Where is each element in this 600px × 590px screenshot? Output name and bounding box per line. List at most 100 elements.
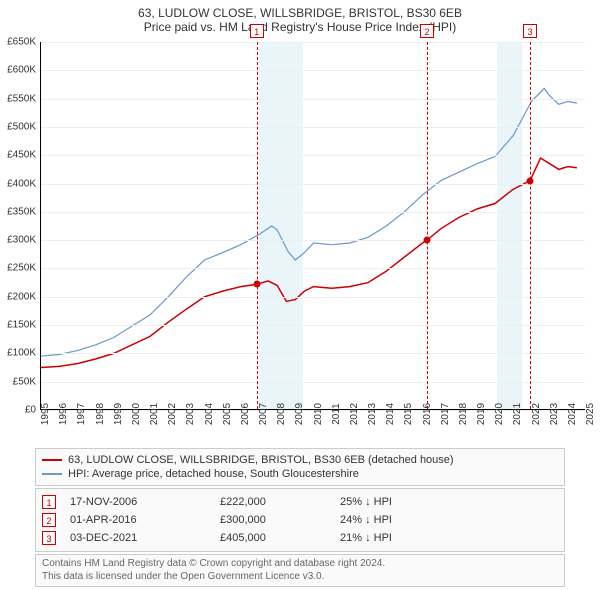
x-axis-label: 2012 <box>349 403 360 425</box>
x-axis-label: 1995 <box>40 403 51 425</box>
sales-marker: 2 <box>42 513 56 527</box>
sales-date: 01-APR-2016 <box>70 514 220 526</box>
legend-item: 63, LUDLOW CLOSE, WILLSBRIDGE, BRISTOL, … <box>42 453 558 467</box>
x-axis-label: 2022 <box>531 403 542 425</box>
y-axis-label: £300K <box>7 235 36 246</box>
chart-subtitle: Price paid vs. HM Land Registry's House … <box>0 20 600 38</box>
y-axis-label: £100K <box>7 348 36 359</box>
sales-row: 3 03-DEC-2021£405,00021% ↓ HPI <box>42 529 558 547</box>
x-axis-label: 2023 <box>549 403 560 425</box>
plot-area: 123 <box>40 42 585 410</box>
x-axis-label: 2021 <box>512 403 523 425</box>
chart-title: 63, LUDLOW CLOSE, WILLSBRIDGE, BRISTOL, … <box>0 0 600 20</box>
sales-price: £300,000 <box>220 514 340 526</box>
gridline <box>41 382 585 383</box>
series-price_paid <box>41 158 577 367</box>
sales-marker: 1 <box>42 495 56 509</box>
sales-date: 17-NOV-2006 <box>70 496 220 508</box>
x-axis-label: 1996 <box>58 403 69 425</box>
sales-hpi-diff: 24% ↓ HPI <box>340 514 558 526</box>
marker-label: 1 <box>250 24 264 38</box>
x-axis-label: 2003 <box>185 403 196 425</box>
gridline <box>41 325 585 326</box>
footer-line2: This data is licensed under the Open Gov… <box>42 571 558 584</box>
x-axis-label: 2014 <box>385 403 396 425</box>
sales-row: 1 17-NOV-2006£222,00025% ↓ HPI <box>42 493 558 511</box>
legend-item: HPI: Average price, detached house, Sout… <box>42 467 558 481</box>
x-axis-label: 2015 <box>403 403 414 425</box>
y-axis-label: £450K <box>7 150 36 161</box>
marker-line <box>530 42 531 409</box>
sales-hpi-diff: 21% ↓ HPI <box>340 532 558 544</box>
y-axis-label: £50K <box>13 376 36 387</box>
y-axis-label: £200K <box>7 291 36 302</box>
data-point <box>253 281 260 288</box>
sales-price: £405,000 <box>220 532 340 544</box>
x-axis-label: 2013 <box>367 403 378 425</box>
x-axis-label: 2016 <box>422 403 433 425</box>
y-axis: £0£50K£100K£150K£200K£250K£300K£350K£400… <box>0 42 38 410</box>
marker-label: 3 <box>523 24 537 38</box>
x-axis-label: 2025 <box>585 403 596 425</box>
gridline <box>41 240 585 241</box>
sales-hpi-diff: 25% ↓ HPI <box>340 496 558 508</box>
sales-marker: 3 <box>42 531 56 545</box>
gridline <box>41 353 585 354</box>
x-axis-label: 2024 <box>567 403 578 425</box>
y-axis-label: £650K <box>7 37 36 48</box>
x-axis: 1995199619971998199920002001200220032004… <box>40 412 585 442</box>
marker-label: 2 <box>420 24 434 38</box>
gridline <box>41 212 585 213</box>
sales-table: 1 17-NOV-2006£222,00025% ↓ HPI 2 01-APR-201… <box>35 488 565 552</box>
x-axis-label: 2000 <box>131 403 142 425</box>
gridline <box>41 184 585 185</box>
x-axis-label: 2010 <box>313 403 324 425</box>
x-axis-label: 2020 <box>494 403 505 425</box>
x-axis-label: 2017 <box>440 403 451 425</box>
sales-date: 03-DEC-2021 <box>70 532 220 544</box>
legend-swatch <box>42 473 62 475</box>
gridline <box>41 99 585 100</box>
sales-row: 2 01-APR-2016£300,00024% ↓ HPI <box>42 511 558 529</box>
x-axis-label: 2004 <box>204 403 215 425</box>
x-axis-label: 2001 <box>149 403 160 425</box>
x-axis-label: 2006 <box>240 403 251 425</box>
y-axis-label: £550K <box>7 93 36 104</box>
x-axis-label: 2009 <box>294 403 305 425</box>
gridline <box>41 297 585 298</box>
x-axis-label: 2008 <box>276 403 287 425</box>
gridline <box>41 268 585 269</box>
y-axis-label: £500K <box>7 121 36 132</box>
y-axis-label: £600K <box>7 65 36 76</box>
y-axis-label: £0 <box>25 405 36 416</box>
series-hpi <box>41 88 577 356</box>
x-axis-label: 1998 <box>95 403 106 425</box>
x-axis-label: 2018 <box>458 403 469 425</box>
x-axis-label: 2019 <box>476 403 487 425</box>
y-axis-label: £150K <box>7 320 36 331</box>
marker-line <box>427 42 428 409</box>
sales-price: £222,000 <box>220 496 340 508</box>
legend-swatch <box>42 459 62 461</box>
y-axis-label: £250K <box>7 263 36 274</box>
legend-label: 63, LUDLOW CLOSE, WILLSBRIDGE, BRISTOL, … <box>68 454 454 466</box>
y-axis-label: £350K <box>7 206 36 217</box>
x-axis-label: 2007 <box>258 403 269 425</box>
data-point <box>527 177 534 184</box>
data-point <box>424 237 431 244</box>
marker-line <box>257 42 258 409</box>
y-axis-label: £400K <box>7 178 36 189</box>
footer-line1: Contains HM Land Registry data © Crown c… <box>42 558 558 571</box>
x-axis-label: 2011 <box>331 403 342 425</box>
gridline <box>41 155 585 156</box>
x-axis-label: 2005 <box>222 403 233 425</box>
gridline <box>41 127 585 128</box>
legend-label: HPI: Average price, detached house, Sout… <box>68 468 359 480</box>
legend: 63, LUDLOW CLOSE, WILLSBRIDGE, BRISTOL, … <box>35 448 565 486</box>
x-axis-label: 2002 <box>167 403 178 425</box>
x-axis-label: 1997 <box>76 403 87 425</box>
gridline <box>41 42 585 43</box>
x-axis-label: 1999 <box>113 403 124 425</box>
chart-container: 63, LUDLOW CLOSE, WILLSBRIDGE, BRISTOL, … <box>0 0 600 590</box>
gridline <box>41 70 585 71</box>
